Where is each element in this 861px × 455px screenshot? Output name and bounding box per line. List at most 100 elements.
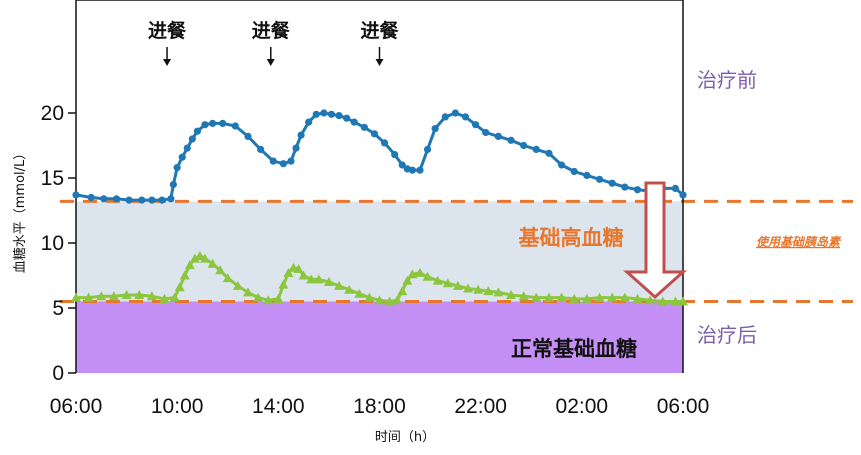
treatment-arrow — [623, 181, 687, 300]
data-point-after — [174, 282, 185, 292]
data-point-before — [208, 119, 217, 127]
data-point-before — [87, 193, 95, 202]
data-point-before — [327, 110, 336, 118]
data-point-before — [287, 157, 295, 165]
data-point-before — [558, 161, 566, 169]
data-point-after — [473, 284, 484, 294]
data-point-before — [292, 144, 300, 152]
data-point-after — [543, 292, 554, 302]
data-point-after — [121, 290, 132, 299]
data-point-after — [518, 291, 529, 301]
data-point-before — [545, 149, 553, 157]
state-label-before: 治疗前 — [697, 68, 757, 92]
data-point-before — [370, 130, 379, 138]
band-hyperglycemia — [76, 201, 683, 302]
data-point-after — [199, 253, 210, 263]
data-point-before — [183, 144, 191, 152]
data-point-after — [215, 265, 226, 275]
meal-markers-layer: 进餐 进餐 进餐 — [148, 19, 399, 66]
data-point-after — [184, 260, 195, 270]
data-point-after — [159, 293, 170, 303]
data-point-after — [657, 296, 668, 306]
y-tick-label: 20 — [41, 102, 64, 125]
x-tick-label: 10:00 — [151, 395, 204, 418]
data-point-after — [581, 293, 592, 303]
data-point-before — [507, 136, 515, 144]
data-point-after — [670, 296, 681, 306]
data-point-after — [71, 292, 81, 302]
data-point-after — [293, 264, 304, 273]
x-tick-label: 06:00 — [657, 395, 710, 418]
data-point-before — [178, 153, 186, 161]
meal-arrow-head — [375, 59, 384, 66]
data-point-before — [269, 157, 277, 165]
data-point-after — [344, 284, 355, 294]
data-point-after — [645, 295, 656, 305]
band-normal — [76, 301, 683, 373]
data-point-after — [607, 292, 618, 302]
data-point-before — [343, 114, 351, 122]
data-point-before — [494, 132, 502, 140]
data-point-after — [189, 253, 200, 263]
data-point-after — [306, 274, 317, 284]
data-point-before — [257, 145, 265, 153]
data-point-before — [416, 166, 424, 174]
data-point-before — [297, 131, 305, 139]
data-point-after — [108, 291, 119, 301]
data-point-after — [556, 292, 567, 302]
data-point-before — [72, 191, 80, 199]
data-point-after — [493, 287, 504, 297]
plot-frame — [75, 0, 684, 373]
data-point-after — [323, 277, 334, 286]
data-point-after — [194, 251, 205, 260]
data-point-before — [608, 179, 616, 187]
data-point-before — [305, 118, 313, 126]
data-point-before — [279, 160, 287, 168]
insulin-annotation: 使用基础胰岛素 — [756, 235, 842, 249]
meal-label: 进餐 — [252, 19, 291, 42]
data-point-after — [397, 286, 408, 296]
data-point-after — [619, 292, 630, 302]
data-point-before — [350, 118, 358, 126]
data-point-after — [354, 288, 365, 298]
data-point-before — [201, 121, 209, 129]
data-point-before — [231, 122, 239, 130]
meal-arrow-head — [163, 59, 172, 66]
data-point-before — [158, 196, 166, 204]
data-point-after — [83, 292, 94, 302]
data-point-before — [244, 132, 252, 140]
data-point-after — [146, 291, 157, 301]
data-point-after — [392, 295, 403, 305]
series-layer — [71, 109, 688, 306]
data-point-before — [671, 184, 680, 192]
meal-label: 进餐 — [360, 19, 399, 42]
x-tick-label: 22:00 — [454, 395, 507, 418]
data-point-before — [451, 109, 459, 117]
data-point-after — [278, 279, 289, 289]
meal-label: 进餐 — [148, 19, 187, 42]
data-point-after — [531, 292, 542, 302]
data-point-after — [432, 275, 443, 285]
data-point-after — [242, 287, 253, 297]
reference-lines-layer — [60, 199, 853, 303]
data-point-before — [167, 195, 175, 203]
data-point-before — [583, 171, 591, 179]
data-point-before — [125, 196, 133, 204]
data-point-before — [360, 123, 368, 131]
data-point-after — [506, 290, 517, 299]
data-point-after — [283, 267, 294, 277]
data-point-after — [273, 293, 284, 303]
series-line-before — [75, 111, 684, 202]
bands-layer — [76, 201, 683, 373]
data-point-before — [408, 166, 416, 174]
y-axis-title: 血糖水平（mmol/L） — [12, 147, 28, 274]
data-point-before — [595, 175, 604, 183]
data-point-before — [312, 110, 320, 118]
data-point-before — [391, 151, 399, 159]
data-point-after — [334, 280, 345, 290]
data-point-before — [621, 183, 629, 191]
data-point-before — [461, 113, 470, 121]
data-point-after — [253, 292, 264, 302]
y-tick-label: 0 — [52, 362, 64, 385]
